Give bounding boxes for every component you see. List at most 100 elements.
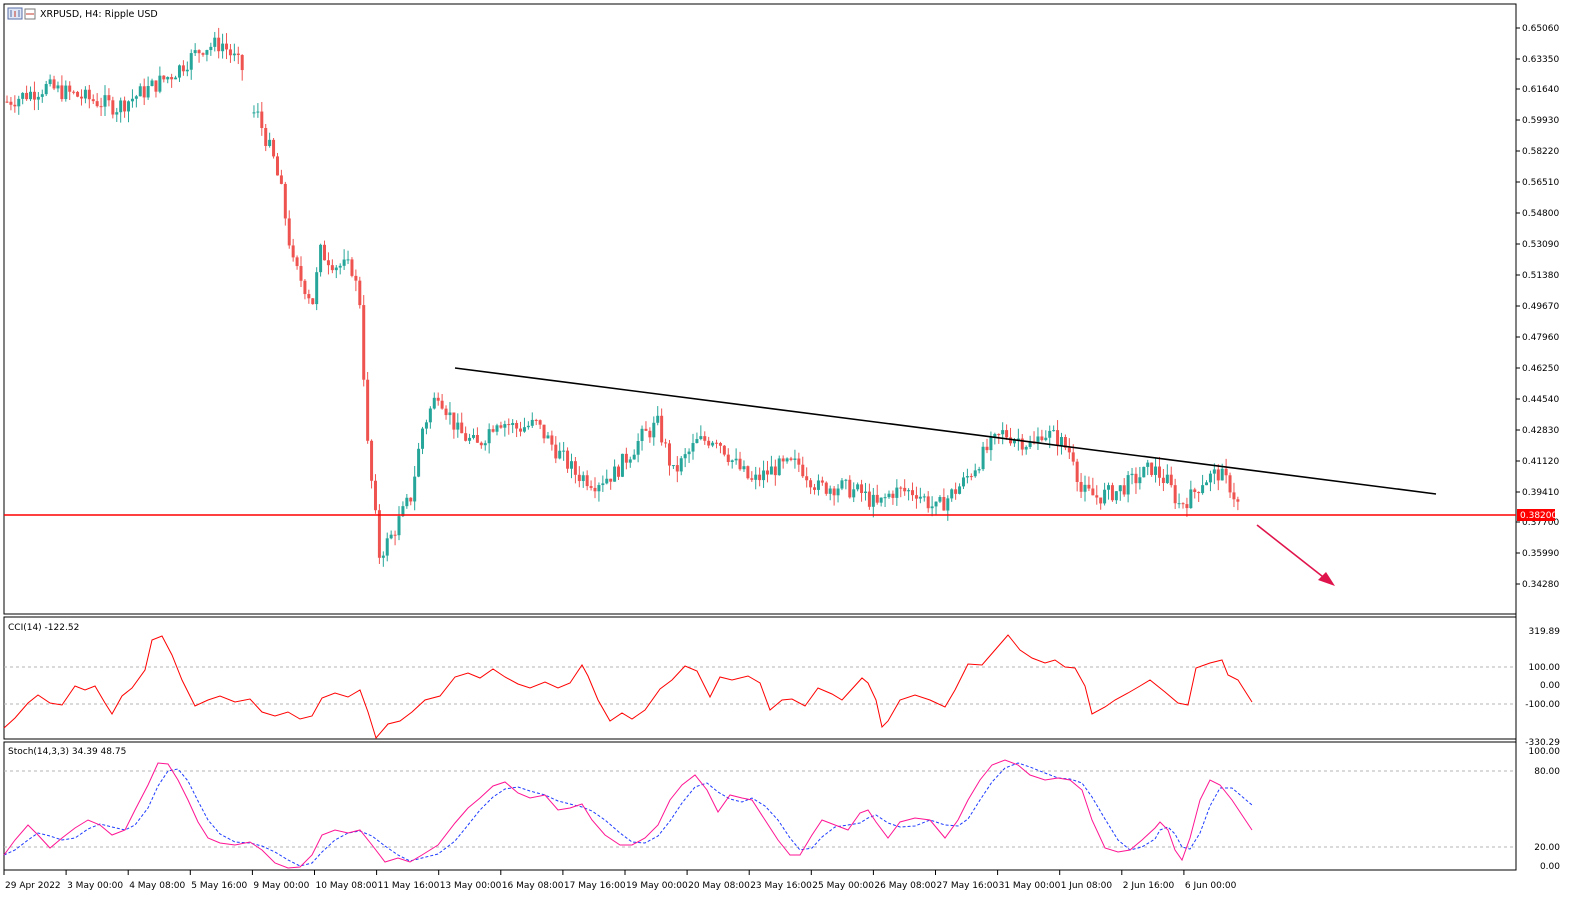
candle-body — [5, 101, 9, 103]
candle-body — [1110, 485, 1114, 501]
candle-body — [64, 85, 68, 100]
candle-body — [550, 435, 554, 445]
candle-body — [1169, 474, 1173, 486]
candle-body — [1048, 430, 1052, 438]
candle-body — [675, 465, 679, 472]
candle-body — [624, 453, 628, 463]
cci-line — [3, 634, 1253, 740]
candle-body — [722, 445, 726, 455]
cci-pane-title: CCI(14) -122.52 — [8, 623, 79, 633]
candle-body — [370, 440, 374, 481]
candle-body — [879, 497, 883, 503]
price-tick-label: 0.58220 — [1522, 147, 1559, 157]
candle-body — [1205, 482, 1209, 486]
candle-body — [660, 415, 664, 443]
candle-body — [573, 461, 577, 475]
main-chart-area[interactable] — [3, 3, 1517, 615]
candle-body — [824, 482, 828, 494]
candle-body — [750, 478, 754, 480]
time-tick-label: 1 Jun 08:00 — [1061, 881, 1113, 891]
candle-body — [789, 458, 793, 460]
candle-body — [25, 92, 29, 100]
candle-body — [342, 259, 346, 266]
candle-body — [9, 101, 13, 105]
candle-body — [177, 65, 181, 78]
price-tick-label: 0.61640 — [1522, 85, 1559, 95]
candle-body — [456, 422, 460, 430]
cci-scale-label: 100.00 — [1529, 663, 1561, 673]
stoch-scale: 100.00 80.00 20.00 0.00 — [4, 747, 1560, 872]
cci-scale: 319.89 100.00 0.00 -100.00 -330.29 — [4, 627, 1560, 748]
candle-body — [667, 443, 671, 466]
time-tick-label: 3 May 00:00 — [67, 881, 123, 891]
candle-body — [287, 218, 291, 246]
candle-body — [315, 272, 319, 305]
candle-body — [746, 466, 750, 479]
candle-body — [1228, 475, 1232, 493]
cci-scale-label: 319.89 — [1529, 627, 1561, 637]
candle-body — [844, 479, 848, 481]
candle-body — [421, 428, 425, 449]
candle-body — [107, 95, 111, 101]
candle-body — [209, 46, 213, 51]
price-tick-label: 0.65060 — [1522, 24, 1559, 34]
candle-body — [856, 484, 860, 490]
candle-body — [597, 485, 601, 492]
candle-body — [1009, 437, 1013, 444]
candle-body — [32, 91, 36, 100]
bearish-arrow-line[interactable] — [1256, 524, 1328, 581]
candle-body — [197, 50, 201, 54]
candle-body — [1036, 436, 1040, 444]
candle-body — [1091, 488, 1095, 496]
stoch-pane-area[interactable] — [3, 741, 1517, 871]
candle-body — [1189, 489, 1193, 509]
candle-body — [91, 99, 95, 102]
candle-body — [201, 53, 205, 55]
candle-body — [146, 86, 150, 98]
candle-body — [319, 244, 323, 273]
descending-trendline[interactable] — [454, 367, 1437, 495]
candle-body — [232, 53, 236, 56]
candle-body — [765, 470, 769, 475]
candle-body — [887, 493, 891, 498]
price-tick-label: 0.41120 — [1522, 457, 1559, 467]
candle-body — [926, 496, 930, 509]
candle-body — [973, 470, 977, 477]
candle-body — [601, 483, 605, 486]
candle-body — [503, 424, 507, 428]
candle-body — [358, 280, 362, 306]
toolbar-checkbox-icon[interactable] — [24, 8, 36, 20]
candle-body — [828, 488, 832, 494]
chart-window-icon — [7, 7, 23, 20]
candle-body — [60, 85, 64, 100]
candle-body — [83, 89, 87, 99]
candle-body — [193, 50, 197, 54]
price-tick-label: 0.44540 — [1522, 395, 1559, 405]
candle-body — [1067, 447, 1071, 453]
stoch-signal-line — [3, 762, 1253, 867]
candle-body — [871, 494, 875, 507]
candle-body — [225, 43, 229, 50]
candle-body — [699, 436, 703, 440]
candle-body — [781, 458, 785, 462]
candle-body — [464, 433, 468, 441]
candle-body — [432, 397, 436, 409]
candle-body — [236, 53, 240, 56]
candle-body — [385, 538, 389, 556]
candle-body — [330, 265, 334, 271]
stoch-scale-label: 100.00 — [1529, 747, 1561, 757]
candle-body — [1071, 452, 1075, 462]
candle-body — [820, 480, 824, 483]
candle-body — [103, 95, 107, 107]
cci-pane-area[interactable] — [3, 616, 1517, 740]
candle-body — [56, 85, 60, 89]
candle-body — [1005, 430, 1009, 438]
candle-body — [707, 440, 711, 446]
candle-body — [867, 491, 871, 507]
candle-body — [44, 83, 48, 95]
candle-body — [1114, 491, 1118, 501]
candle-body — [72, 91, 76, 93]
candle-body — [13, 104, 17, 107]
candle-body — [981, 446, 985, 470]
